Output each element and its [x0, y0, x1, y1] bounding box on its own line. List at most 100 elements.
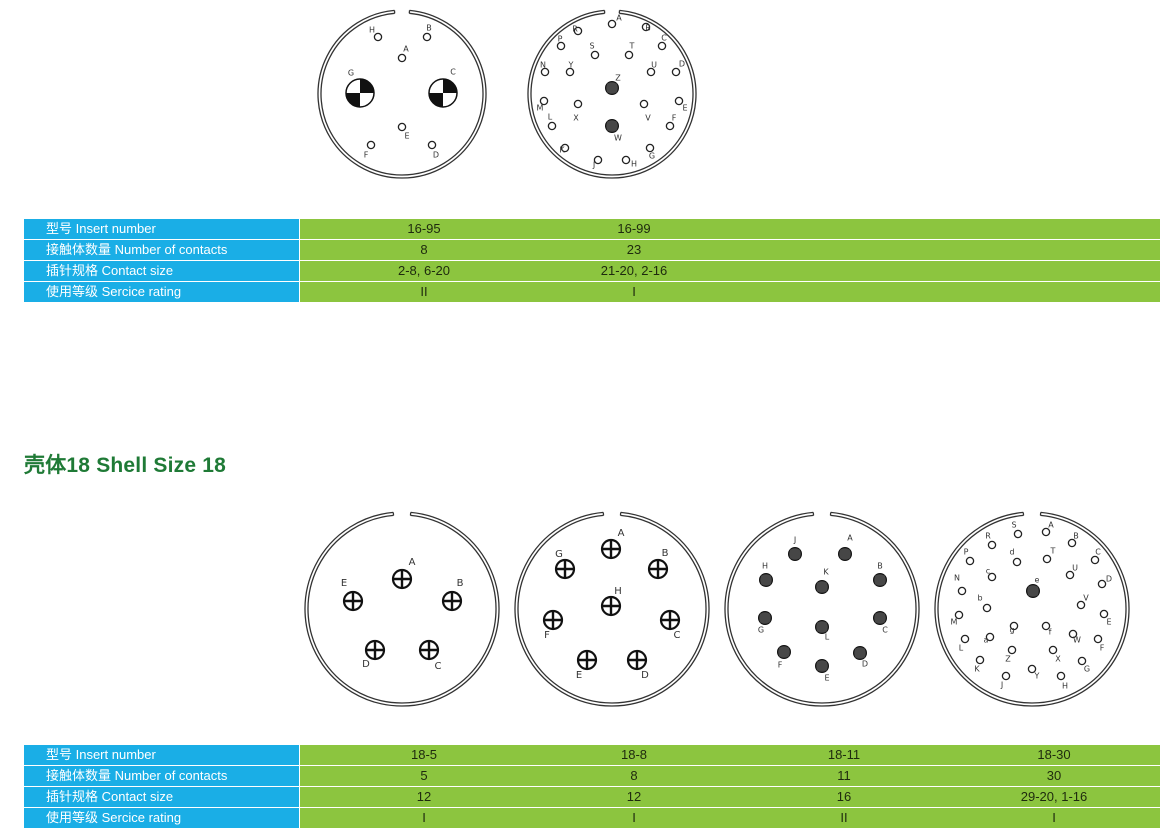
contact-pin-a: a [984, 632, 995, 645]
contact-pin-L: L [959, 634, 970, 653]
cell-insert-number: 18-30 [1037, 747, 1071, 762]
contact-pin-Z: Z [1005, 645, 1017, 664]
shell-outline [934, 511, 1130, 707]
cell-number-of-contacts: 8 [630, 768, 638, 783]
contact-pin-U: U [646, 61, 657, 77]
contact-pin-H: H [759, 562, 773, 587]
pin-label: B [662, 548, 669, 559]
contact-pin-C: C [873, 611, 888, 635]
contact-pin-W: W [605, 119, 622, 143]
contact-pin-C: C [428, 68, 458, 108]
pin-label: W [1073, 636, 1081, 645]
cell-number-of-contacts: 11 [837, 768, 851, 783]
row-label-number-of-contacts: 接触体数量 Number of contacts [24, 766, 299, 786]
shell-outline [527, 9, 697, 179]
contact-pin-E: E [397, 122, 410, 141]
contact-pin-F: F [665, 114, 677, 131]
pin-label: P [558, 35, 563, 44]
contact-pin-C: C [657, 34, 667, 51]
pin-label: E [824, 674, 829, 683]
pin-label: D [679, 60, 685, 69]
pin-label: J [793, 536, 796, 545]
pin-label: H [631, 160, 637, 169]
contact-pin-B: B [441, 578, 464, 612]
pin-label: E [404, 132, 409, 141]
contact-pin-D: D [626, 649, 649, 681]
contact-pin-F: F [1093, 634, 1105, 653]
pin-label: K [559, 146, 565, 155]
cell-service-rating: II [420, 284, 428, 299]
pin-label: b [977, 594, 982, 603]
pin-label: E [682, 104, 687, 113]
contact-pin-C: C [418, 639, 442, 672]
contact-pin-C: C [659, 609, 681, 641]
contact-pin-A: A [600, 528, 625, 560]
pin-label: K [974, 665, 980, 674]
cell-service-rating: I [1052, 810, 1056, 825]
pin-label: a [984, 636, 989, 645]
pin-label: L [959, 644, 964, 653]
contact-pin-V: V [639, 99, 651, 123]
contact-pin-F: F [364, 140, 376, 160]
pin-label: A [616, 14, 622, 23]
cell-contact-size: 2-8, 6-20 [397, 263, 451, 278]
row-label-number-of-contacts: 接触体数量 Number of contacts [24, 240, 299, 260]
contact-pin-H: H [600, 586, 622, 617]
contact-pin-Y: Y [565, 61, 575, 77]
contact-pin-L: L [547, 113, 557, 131]
spec-table-shell18: 型号 Insert number 18-5 18-8 18-11 18-30 接… [24, 745, 1160, 829]
row-label-insert-number: 型号 Insert number [24, 745, 299, 765]
contact-pin-E: E [815, 659, 830, 683]
pin-label: g [1009, 626, 1014, 635]
pin-label: D [362, 659, 370, 670]
contact-pin-D: D [671, 60, 685, 77]
contact-pin-B: B [422, 24, 432, 42]
pin-label: F [364, 151, 369, 160]
pin-label: d [1009, 548, 1014, 557]
pin-label: A [409, 557, 416, 568]
contact-pin-E: E [576, 649, 598, 681]
contact-pin-E: E [341, 578, 364, 612]
cell-insert-number: 18-8 [620, 747, 648, 762]
cell-insert-number: 16-99 [617, 221, 651, 236]
shell-outline [304, 511, 500, 707]
insert-diagram-18-8: A G B H F C E D [514, 511, 710, 707]
contact-pin-J: J [788, 536, 802, 561]
contact-pin-b: b [977, 594, 992, 613]
contact-pin-X: X [1048, 645, 1061, 664]
table-row: 使用等级 Sercice rating I I II I [24, 808, 1160, 829]
contact-pin-T: T [1042, 547, 1056, 564]
contact-pin-U: U [1065, 564, 1078, 580]
contact-pin-M: M [537, 96, 549, 113]
contact-pin-G: G [554, 549, 576, 580]
pin-label: Y [568, 61, 574, 70]
pin-label: B [457, 578, 464, 589]
row-label-contact-size: 插针规格 Contact size [24, 787, 299, 807]
cell-contact-size: 21-20, 2-16 [600, 263, 668, 278]
pin-label: H [762, 562, 768, 571]
pin-label: A [618, 528, 625, 539]
contact-pin-E: E [1099, 609, 1112, 627]
pin-label: D [433, 151, 439, 160]
pin-label: F [1100, 644, 1105, 653]
pin-label: G [555, 549, 563, 560]
contact-pin-Z: Z [605, 74, 621, 95]
contact-pin-H: H [1056, 671, 1068, 691]
pin-label: V [645, 114, 651, 123]
contact-pin-L: L [815, 620, 830, 642]
pin-label: C [450, 68, 456, 77]
pin-label: C [674, 630, 681, 641]
insert-diagram-18-11: J A H K B G L C F D E [724, 511, 920, 707]
spec-table-shell16: 型号 Insert number 16-95 16-99 接触体数量 Numbe… [24, 219, 1160, 303]
contact-pin-F: F [542, 609, 564, 641]
pin-label: H [1062, 682, 1068, 691]
pin-label: E [1106, 618, 1111, 627]
contact-pin-P: P [964, 548, 975, 566]
pin-label: L [548, 113, 553, 122]
contact-pin-C: C [1090, 548, 1101, 565]
table-row: 插针规格 Contact size 2-8, 6-20 21-20, 2-16 [24, 261, 1160, 282]
contact-pin-T: T [624, 42, 635, 60]
cell-contact-size: 12 [626, 789, 642, 804]
table-row: 接触体数量 Number of contacts 8 23 [24, 240, 1160, 261]
